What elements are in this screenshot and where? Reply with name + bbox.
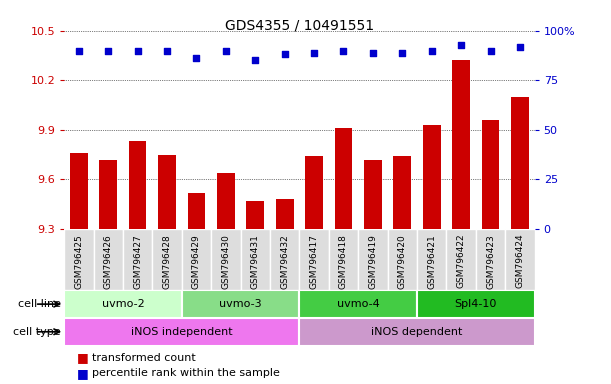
Text: uvmo-4: uvmo-4 xyxy=(337,299,379,309)
FancyBboxPatch shape xyxy=(299,229,329,290)
Text: GSM796430: GSM796430 xyxy=(221,234,230,289)
Text: GSM796431: GSM796431 xyxy=(251,234,260,289)
Text: uvmo-3: uvmo-3 xyxy=(219,299,262,309)
Text: GSM796417: GSM796417 xyxy=(310,234,318,289)
Text: iNOS independent: iNOS independent xyxy=(131,327,233,337)
Point xyxy=(74,48,84,54)
Bar xyxy=(70,153,88,229)
Point xyxy=(162,48,172,54)
FancyBboxPatch shape xyxy=(329,229,358,290)
Text: GSM796418: GSM796418 xyxy=(339,234,348,289)
Point xyxy=(251,57,260,63)
Point xyxy=(515,43,525,50)
FancyBboxPatch shape xyxy=(270,229,299,290)
FancyBboxPatch shape xyxy=(64,290,182,318)
Point xyxy=(397,50,407,56)
Bar xyxy=(511,97,529,229)
FancyBboxPatch shape xyxy=(299,290,417,318)
FancyBboxPatch shape xyxy=(417,290,535,318)
FancyBboxPatch shape xyxy=(211,229,241,290)
Bar xyxy=(188,192,205,229)
FancyBboxPatch shape xyxy=(505,229,535,290)
Point xyxy=(309,50,319,56)
Point xyxy=(103,48,113,54)
Point xyxy=(486,48,496,54)
Text: transformed count: transformed count xyxy=(92,353,196,363)
Text: GSM796420: GSM796420 xyxy=(398,234,407,288)
Point xyxy=(368,50,378,56)
Text: Spl4-10: Spl4-10 xyxy=(455,299,497,309)
Text: GSM796429: GSM796429 xyxy=(192,234,201,288)
Bar xyxy=(306,156,323,229)
Point xyxy=(133,48,142,54)
Text: GSM796425: GSM796425 xyxy=(75,234,83,288)
Text: uvmo-2: uvmo-2 xyxy=(101,299,144,309)
FancyBboxPatch shape xyxy=(64,318,299,346)
FancyBboxPatch shape xyxy=(387,229,417,290)
Bar xyxy=(100,159,117,229)
Bar xyxy=(246,201,264,229)
Bar xyxy=(276,199,293,229)
Bar xyxy=(423,125,441,229)
FancyBboxPatch shape xyxy=(123,229,152,290)
Text: GDS4355 / 10491551: GDS4355 / 10491551 xyxy=(225,19,374,33)
FancyBboxPatch shape xyxy=(417,229,447,290)
Bar xyxy=(364,159,382,229)
Bar xyxy=(452,60,470,229)
Text: percentile rank within the sample: percentile rank within the sample xyxy=(92,368,279,378)
Bar xyxy=(393,156,411,229)
FancyBboxPatch shape xyxy=(476,229,505,290)
Text: GSM796423: GSM796423 xyxy=(486,234,495,288)
Text: ■: ■ xyxy=(76,367,88,380)
Text: ■: ■ xyxy=(76,351,88,364)
Text: iNOS dependent: iNOS dependent xyxy=(371,327,463,337)
FancyBboxPatch shape xyxy=(447,229,476,290)
FancyBboxPatch shape xyxy=(358,229,387,290)
Bar xyxy=(481,120,499,229)
Text: GSM796428: GSM796428 xyxy=(163,234,172,288)
FancyBboxPatch shape xyxy=(182,290,299,318)
Text: GSM796426: GSM796426 xyxy=(104,234,113,288)
FancyBboxPatch shape xyxy=(299,318,535,346)
Point xyxy=(456,41,466,48)
FancyBboxPatch shape xyxy=(64,229,93,290)
Text: cell type: cell type xyxy=(13,327,61,337)
Point xyxy=(338,48,348,54)
Text: GSM796419: GSM796419 xyxy=(368,234,378,289)
Text: GSM796422: GSM796422 xyxy=(456,234,466,288)
Bar xyxy=(217,173,235,229)
Text: GSM796432: GSM796432 xyxy=(280,234,289,288)
Bar xyxy=(335,128,353,229)
FancyBboxPatch shape xyxy=(93,229,123,290)
FancyBboxPatch shape xyxy=(152,229,182,290)
Text: GSM796427: GSM796427 xyxy=(133,234,142,288)
Bar xyxy=(158,155,176,229)
Point xyxy=(192,55,202,61)
Text: GSM796424: GSM796424 xyxy=(516,234,524,288)
Point xyxy=(427,48,437,54)
Text: cell line: cell line xyxy=(18,299,61,309)
FancyBboxPatch shape xyxy=(182,229,211,290)
FancyBboxPatch shape xyxy=(241,229,270,290)
Point xyxy=(280,51,290,58)
Bar xyxy=(129,141,147,229)
Text: GSM796421: GSM796421 xyxy=(427,234,436,288)
Point xyxy=(221,48,231,54)
